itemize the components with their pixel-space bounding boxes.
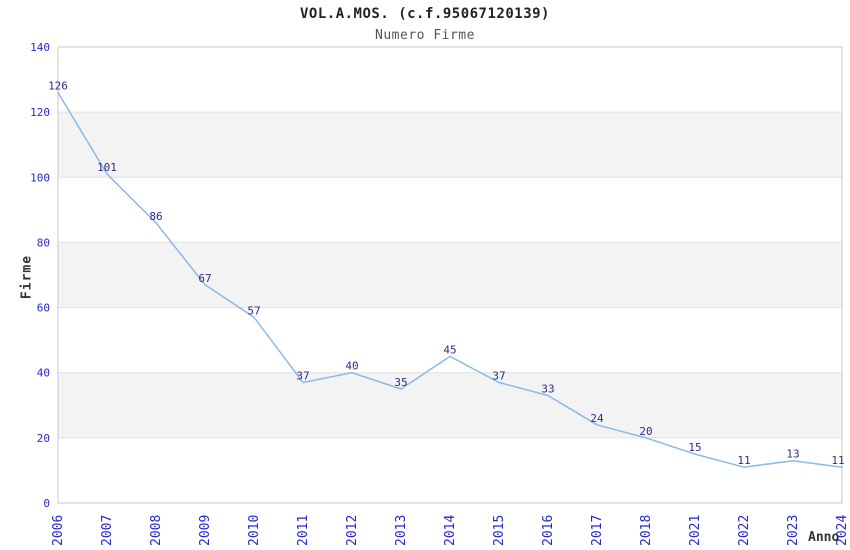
data-label: 11 [737,454,750,467]
x-tick-label: 2006 [51,515,66,546]
data-label: 15 [688,441,701,454]
x-tick-label: 2016 [541,515,556,546]
x-tick-label: 2015 [492,515,507,546]
y-tick-label: 40 [37,367,50,380]
x-tick-label: 2014 [443,515,458,546]
band-stripe [58,242,842,308]
y-tick-label: 60 [37,302,50,315]
data-label: 13 [786,448,799,461]
x-tick-label: 2018 [639,515,654,546]
y-tick-label: 120 [30,106,50,119]
x-axis-title: Anno [808,530,840,545]
x-tick-label: 2023 [786,515,801,546]
y-tick-label: 20 [37,432,50,445]
data-label: 37 [492,370,505,383]
y-tick-label: 140 [30,41,50,54]
data-label: 86 [149,210,162,223]
data-label: 35 [394,376,407,389]
x-tick-label: 2010 [247,515,262,546]
x-tick-label: 2013 [394,515,409,546]
chart-title: VOL.A.MOS. (c.f.95067120139) [299,6,550,22]
x-tick-label: 2007 [100,515,115,546]
x-tick-label: 2009 [198,515,213,546]
data-label: 45 [443,343,456,356]
y-tick-label: 80 [37,236,50,249]
y-tick-label: 0 [43,497,50,510]
y-tick-label: 100 [30,171,50,184]
x-tick-label: 2024 [835,515,850,546]
x-tick-label: 2011 [296,515,311,546]
x-tick-label: 2021 [688,515,703,546]
data-label: 40 [345,360,358,373]
data-label: 37 [296,370,309,383]
x-tick-label: 2017 [590,515,605,546]
data-label: 33 [541,383,554,396]
chart-subtitle: Numero Firme [375,28,475,43]
data-label: 126 [48,80,68,93]
data-label: 101 [97,161,117,174]
data-label: 57 [247,304,260,317]
band-stripe [58,372,842,438]
y-axis-title: Firme [19,254,35,300]
plot-border [57,46,843,504]
x-tick-label: 2022 [737,515,752,546]
data-label: 11 [831,454,844,467]
data-label: 20 [639,425,652,438]
series-line [57,91,843,468]
data-label: 24 [590,412,604,425]
data-label: 67 [198,272,211,285]
x-tick-label: 2008 [149,515,164,546]
x-tick-label: 2012 [345,515,360,546]
band-stripe [58,112,842,178]
